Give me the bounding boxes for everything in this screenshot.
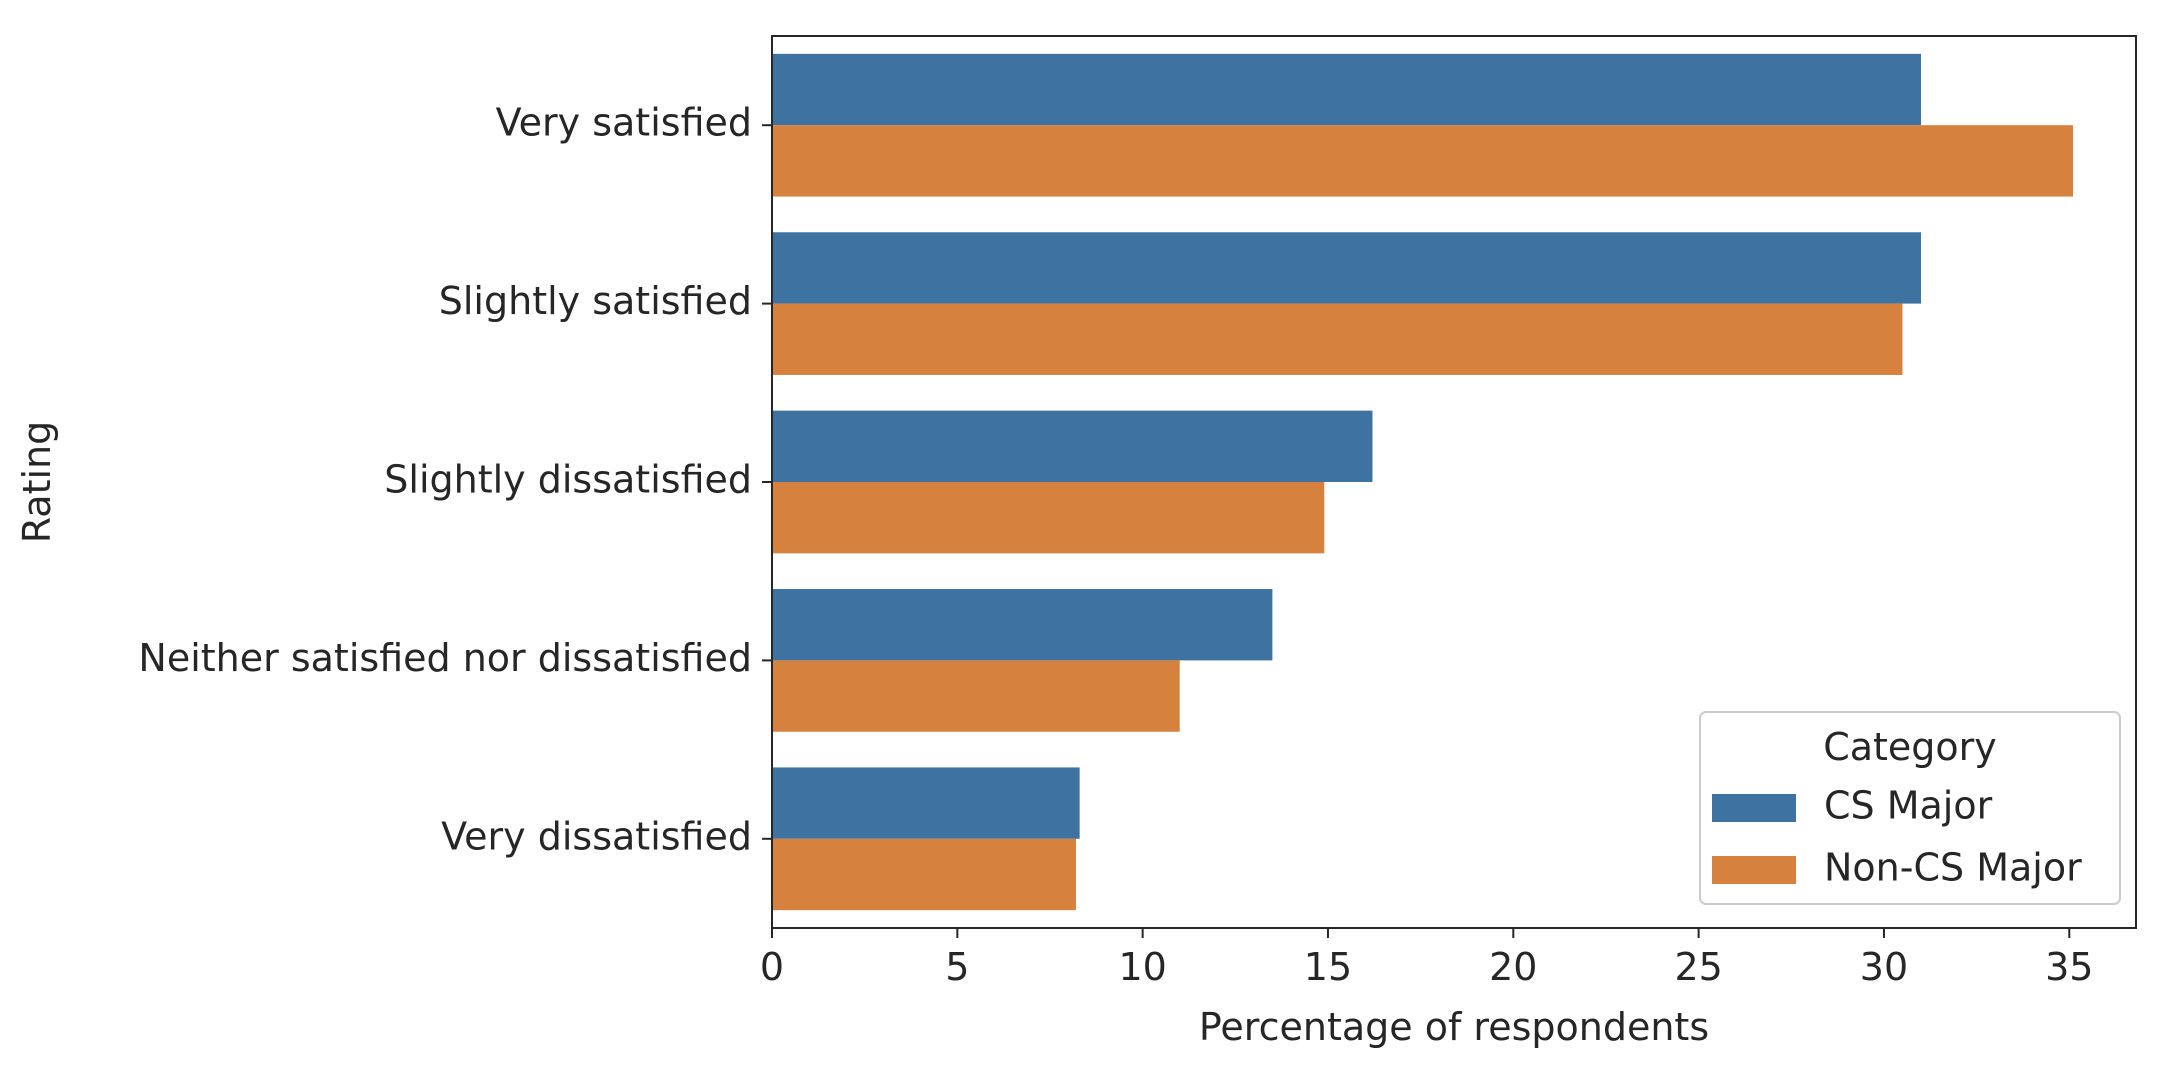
bar-non-cs-major-0 xyxy=(772,125,2073,197)
x-axis: 0 5 10 15 20 25 30 35 xyxy=(760,928,2093,989)
y-tick-label: Slightly satisfied xyxy=(439,279,752,323)
bar-cs-major-0 xyxy=(772,53,1922,126)
bar-cs-major-3 xyxy=(772,589,1273,661)
bar-non-cs-major-1 xyxy=(772,303,1903,375)
y-tick-label: Slightly dissatisfied xyxy=(384,458,752,502)
x-tick-label: 30 xyxy=(1860,945,1908,989)
bar-cs-major-4 xyxy=(772,767,1080,839)
bars-group xyxy=(772,53,2073,911)
bar-non-cs-major-4 xyxy=(772,838,1076,911)
legend-label-cs-major: CS Major xyxy=(1824,784,1993,828)
y-tick-label: Very dissatisfied xyxy=(441,814,752,858)
legend: Category CS Major Non-CS Major xyxy=(1699,711,2121,905)
legend-swatch-cs-major xyxy=(1712,794,1796,822)
legend-swatch-non-cs-major xyxy=(1712,856,1796,884)
x-tick-label: 15 xyxy=(1304,945,1352,989)
legend-label-non-cs-major: Non-CS Major xyxy=(1824,846,2082,890)
y-tick-label: Neither satisfied nor dissatisfied xyxy=(138,636,752,680)
x-tick-label: 35 xyxy=(2045,945,2093,989)
y-axis-title: Rating xyxy=(15,421,59,544)
y-tick-label: Very satisfied xyxy=(496,101,752,145)
x-tick-label: 10 xyxy=(1118,945,1166,989)
bar-cs-major-2 xyxy=(772,410,1373,482)
x-tick-label: 0 xyxy=(760,945,784,989)
bar-cs-major-1 xyxy=(772,232,1922,304)
legend-items: CS Major Non-CS Major xyxy=(1712,784,2082,890)
y-axis: Very satisfied Slightly satisfied Slightly… xyxy=(138,101,772,858)
legend-box xyxy=(1699,711,2121,905)
x-tick-label: 5 xyxy=(945,945,969,989)
bar-non-cs-major-3 xyxy=(772,660,1180,732)
x-tick-label: 25 xyxy=(1674,945,1722,989)
x-axis-title: Percentage of respondents xyxy=(1199,1005,1709,1049)
x-tick-label: 20 xyxy=(1489,945,1537,989)
bar-non-cs-major-2 xyxy=(772,482,1325,554)
legend-title: Category xyxy=(1823,725,1997,769)
